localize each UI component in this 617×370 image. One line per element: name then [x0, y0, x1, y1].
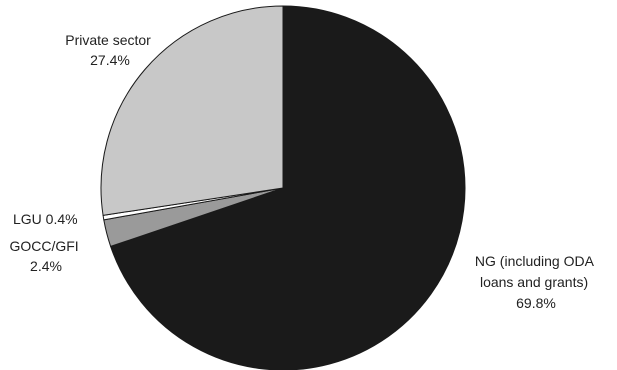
label-gocc-gfi: GOCC/GFI 2.4%	[9, 238, 82, 274]
label-ng: NG (including ODA loans and grants) 69.8…	[475, 253, 597, 311]
slice-private-sector	[100, 5, 284, 216]
slice-ng	[110, 5, 466, 370]
pie-slices	[100, 5, 466, 370]
label-private-sector: Private sector 27.4%	[65, 32, 154, 68]
label-lgu: LGU 0.4%	[13, 211, 78, 227]
